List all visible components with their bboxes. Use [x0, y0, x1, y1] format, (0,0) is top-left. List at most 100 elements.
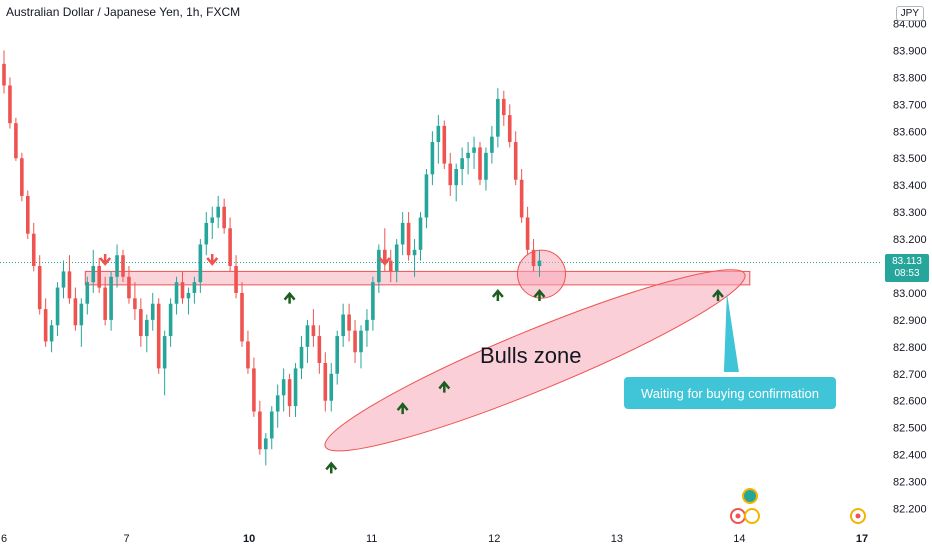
- y-tick-label: 83.300: [893, 207, 927, 219]
- candle-body: [91, 266, 96, 283]
- candle-body: [162, 336, 167, 369]
- candle-body: [204, 222, 209, 245]
- down-arrow-marker: [206, 253, 219, 266]
- chart-title: Australian Dollar / Japanese Yen, 1h, FX…: [6, 5, 241, 19]
- y-tick-label: 82.200: [893, 504, 927, 516]
- y-tick-label: 83.900: [893, 45, 927, 57]
- candle-body: [252, 368, 256, 412]
- candle-body: [400, 222, 405, 245]
- zone-layer: Bulls zone: [84, 249, 751, 452]
- candle-body: [139, 309, 143, 337]
- candle-body: [317, 336, 322, 364]
- candle-body: [484, 152, 488, 180]
- candle-body: [531, 249, 536, 266]
- candle-body: [442, 125, 447, 164]
- y-tick-label: 83.200: [893, 234, 927, 246]
- candle-body: [133, 298, 137, 310]
- up-arrow-marker: [533, 288, 546, 301]
- candle-body: [222, 206, 226, 229]
- candle-body: [293, 368, 298, 407]
- candle-body: [287, 379, 292, 407]
- candle-body: [502, 98, 506, 116]
- x-tick-label: 6: [1, 533, 7, 545]
- highlight-circle: [517, 249, 566, 299]
- candle-body: [258, 411, 262, 450]
- candle-body: [31, 233, 36, 266]
- candle-body: [466, 152, 470, 159]
- candle-body: [246, 341, 250, 369]
- candle-body: [198, 244, 203, 283]
- callout-text: Waiting for buying confirmation: [641, 386, 819, 401]
- up-arrow-marker: [283, 291, 296, 304]
- candle-body: [269, 411, 274, 439]
- x-tick-label: 7: [124, 533, 130, 545]
- y-tick-label: 82.700: [893, 369, 927, 381]
- candle-body: [37, 266, 42, 310]
- candle-body: [121, 255, 125, 277]
- candle-body: [8, 85, 12, 124]
- candle-body: [507, 115, 512, 143]
- candle-body: [305, 325, 310, 347]
- candle-body: [115, 255, 119, 277]
- y-tick-label: 83.000: [893, 288, 927, 300]
- candle-body: [424, 174, 429, 218]
- y-tick-label: 83.400: [893, 180, 927, 192]
- event-icon-dot: [855, 513, 861, 519]
- candle-body: [478, 147, 482, 180]
- callout-pointer: [723, 292, 739, 372]
- y-tick-label: 82.400: [893, 450, 927, 462]
- candle-body: [472, 147, 476, 153]
- candle-body: [299, 346, 304, 369]
- down-arrow-marker: [378, 253, 391, 266]
- x-tick-label: 13: [611, 533, 623, 545]
- up-arrow-marker: [712, 288, 724, 301]
- y-tick-label: 82.600: [893, 396, 927, 408]
- x-tick-label: 11: [366, 533, 377, 545]
- last-price-tag: 83.113 08:53: [885, 254, 929, 283]
- candle-body: [43, 309, 48, 342]
- candle-body: [156, 303, 161, 369]
- candle-body: [127, 276, 131, 299]
- candle-body: [341, 314, 345, 337]
- candle-body: [490, 136, 494, 153]
- candle-body: [519, 179, 524, 218]
- x-tick-label: 14: [733, 533, 745, 545]
- candle-body: [406, 222, 411, 256]
- candle-body: [436, 125, 441, 143]
- currency-badge[interactable]: JPY: [895, 6, 924, 21]
- y-tick-label: 82.500: [893, 423, 927, 435]
- candle-body: [311, 325, 316, 337]
- y-tick-label: 83.500: [893, 153, 927, 165]
- down-arrow-marker: [99, 253, 112, 266]
- candle-body: [67, 271, 72, 299]
- candle-body: [353, 330, 357, 353]
- candle-layer: [2, 50, 542, 466]
- bar-countdown: 08:53: [894, 268, 920, 280]
- candle-body: [388, 260, 393, 272]
- up-arrow-marker: [438, 380, 451, 393]
- event-icon: [744, 508, 760, 524]
- event-icon-dot: [735, 513, 741, 519]
- candle-body: [168, 303, 173, 337]
- candle-body: [496, 98, 500, 137]
- candle-body: [460, 158, 464, 169]
- y-tick-label: 83.600: [893, 126, 927, 138]
- candle-body: [329, 373, 334, 401]
- up-arrow-marker: [325, 461, 338, 474]
- x-tick-label: 17: [856, 533, 868, 545]
- candle-body: [347, 314, 351, 331]
- candle-body: [525, 217, 530, 250]
- y-tick-label: 83.800: [893, 72, 927, 84]
- y-tick-label: 84.000: [893, 18, 927, 30]
- candle-body: [365, 319, 369, 331]
- y-tick-label: 83.700: [893, 99, 927, 111]
- x-tick-label: 12: [488, 533, 500, 545]
- candle-body: [2, 63, 6, 86]
- candle-body: [150, 303, 155, 320]
- callout-box: [624, 377, 836, 409]
- candle-body: [73, 298, 78, 326]
- candle-body: [359, 330, 363, 353]
- support-zone-rect: [84, 270, 751, 286]
